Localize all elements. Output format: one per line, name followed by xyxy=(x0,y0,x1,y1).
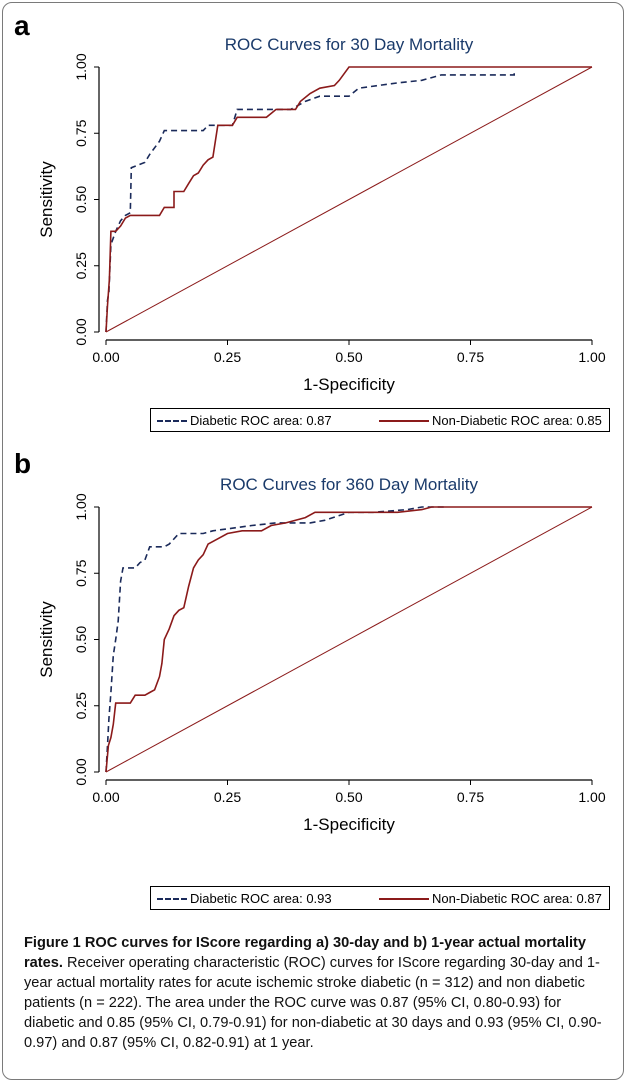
roc-chart-30-day: ROC Curves for 30 Day Mortality Sensitiv… xyxy=(37,35,606,394)
x-axis-label: 1-Specificity xyxy=(303,375,395,394)
reference-line xyxy=(105,66,593,333)
y-tick-label: 1.00 xyxy=(73,53,89,80)
y-axis-label: Sensitivity xyxy=(37,601,56,678)
dashed-line-icon xyxy=(157,419,187,422)
x-tick-label: 0.00 xyxy=(92,789,119,805)
x-tick-label: 0.75 xyxy=(457,789,484,805)
legend-label-diabetic: Diabetic ROC area: 0.87 xyxy=(190,413,332,428)
figure-caption: Figure 1 ROC curves for IScore regarding… xyxy=(24,933,609,1053)
y-axis-label: Sensitivity xyxy=(37,161,56,238)
legend-label-nondiabetic: Non-Diabetic ROC area: 0.85 xyxy=(432,413,602,428)
x-tick-label: 1.00 xyxy=(578,349,605,365)
series-line-nondiabetic xyxy=(105,66,592,333)
caption-text: Receiver operating characteristic (ROC) … xyxy=(24,955,602,1051)
legend-label-nondiabetic: Non-Diabetic ROC area: 0.87 xyxy=(432,891,602,906)
x-tick-label: 0.25 xyxy=(214,789,241,805)
y-tick-label: 0.50 xyxy=(73,186,89,213)
legend-item-nondiabetic: Non-Diabetic ROC area: 0.87 xyxy=(379,891,602,906)
x-axis-label: 1-Specificity xyxy=(303,815,395,834)
x-tick-label: 0.50 xyxy=(335,789,362,805)
y-tick-label: 0.00 xyxy=(73,758,89,785)
chart-legend: Diabetic ROC area: 0.93 Non-Diabetic ROC… xyxy=(150,886,610,910)
legend-item-diabetic: Diabetic ROC area: 0.93 xyxy=(157,891,332,906)
y-tick-label: 0.50 xyxy=(73,626,89,653)
chart-legend: Diabetic ROC area: 0.87 Non-Diabetic ROC… xyxy=(150,408,610,432)
x-tick-label: 0.00 xyxy=(92,349,119,365)
series-line-diabetic xyxy=(105,72,516,333)
y-tick-label: 0.75 xyxy=(73,559,89,586)
roc-chart-360-day: ROC Curves for 360 Day Mortality Sensiti… xyxy=(37,475,606,834)
reference-line xyxy=(105,506,593,773)
legend-item-diabetic: Diabetic ROC area: 0.87 xyxy=(157,413,332,428)
y-tick-label: 0.25 xyxy=(73,252,89,279)
series-line-diabetic xyxy=(105,506,447,773)
legend-item-nondiabetic: Non-Diabetic ROC area: 0.85 xyxy=(379,413,602,428)
chart-title: ROC Curves for 360 Day Mortality xyxy=(220,475,478,494)
y-tick-label: 0.25 xyxy=(73,692,89,719)
solid-line-icon xyxy=(379,419,429,422)
y-tick-label: 1.00 xyxy=(73,493,89,520)
series-line-nondiabetic xyxy=(105,506,592,773)
panel-letter-b: b xyxy=(14,448,32,479)
solid-line-icon xyxy=(379,897,429,900)
y-tick-label: 0.00 xyxy=(73,318,89,345)
x-tick-label: 0.50 xyxy=(335,349,362,365)
y-tick-label: 0.75 xyxy=(73,119,89,146)
chart-title: ROC Curves for 30 Day Mortality xyxy=(225,35,474,54)
panel-letter-a: a xyxy=(14,10,30,41)
caption-title: Figure 1 ROC curves for IScore regarding… xyxy=(24,935,587,971)
dashed-line-icon xyxy=(157,897,187,900)
legend-label-diabetic: Diabetic ROC area: 0.93 xyxy=(190,891,332,906)
x-tick-label: 1.00 xyxy=(578,789,605,805)
x-tick-label: 0.75 xyxy=(457,349,484,365)
x-tick-label: 0.25 xyxy=(214,349,241,365)
